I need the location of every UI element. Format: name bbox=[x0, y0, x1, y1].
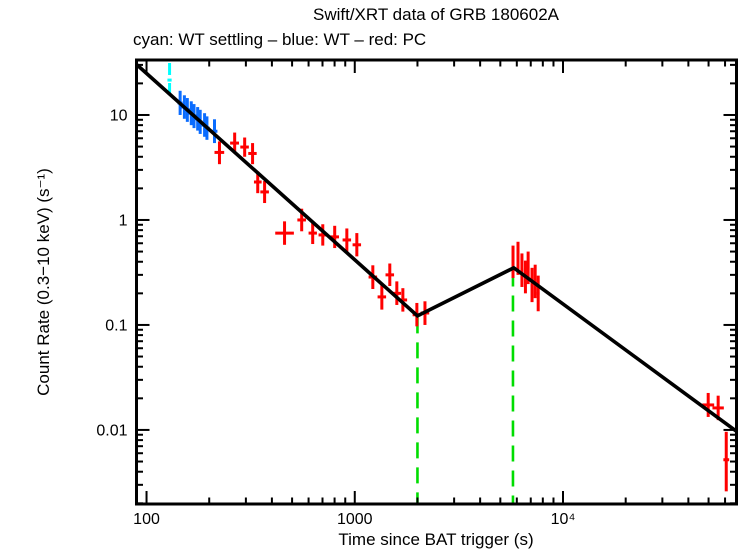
x-tick-label: 100 bbox=[133, 511, 160, 528]
plot-frame bbox=[135, 58, 738, 506]
y-tick-label: 0.1 bbox=[105, 317, 127, 334]
y-tick-label: 1 bbox=[119, 212, 128, 229]
chart-title: Swift/XRT data of GRB 180602A bbox=[312, 5, 559, 24]
x-axis-label: Time since BAT trigger (s) bbox=[338, 530, 534, 549]
y-tick-label: 10 bbox=[110, 107, 128, 124]
chart-subtitle-legend: cyan: WT settling – blue: WT – red: PC bbox=[133, 30, 427, 49]
fit-line bbox=[135, 63, 738, 433]
x-tick-label: 1000 bbox=[337, 511, 373, 528]
y-tick-label: 0.01 bbox=[96, 422, 127, 439]
x-tick-label: 10⁴ bbox=[551, 511, 576, 528]
